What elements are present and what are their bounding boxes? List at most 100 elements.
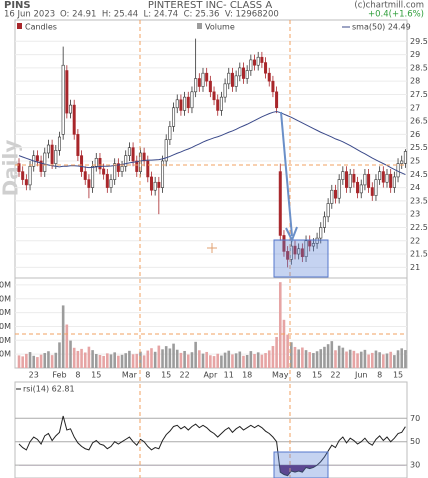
candle-body [105,173,109,188]
volume-bar [209,355,212,368]
volume-bar [238,351,242,368]
candle-body [94,158,98,167]
candle-body [389,173,393,188]
volume-bar [271,345,275,368]
y-tick-label: 22.5 [410,223,428,232]
candle-body [385,173,389,183]
candle-body [359,184,363,194]
y-tick-label: 25.5 [410,143,428,152]
candle-body [161,160,165,188]
candle-body [352,173,356,183]
volume-bar [146,350,150,368]
candle-body [109,179,113,188]
candle-body [260,56,264,63]
volume-bar [304,350,308,368]
legend-sma: sma(50) 24.49 [352,23,411,32]
ticker: PINS [4,0,31,11]
volume-bar [183,350,186,368]
volume-bar [352,350,356,368]
x-tick-label: 23 [29,371,39,380]
candle-body [341,171,345,180]
x-tick-label: 15 [161,371,171,380]
y-tick-label: 20M [0,336,11,345]
y-tick-label: 28.5 [410,63,428,72]
marks: 21 21.5 22 22.5 23 23.5 24 24.5 25 25.5 26 26.5 27 27… [0,37,428,477]
candle-body [120,165,124,172]
volume-bar [393,355,396,368]
volume-bar [36,357,39,368]
volume-bar [345,351,348,368]
y-tick-label: 27.5 [410,90,428,99]
volume-bar [374,350,378,368]
volume-bar [65,324,69,368]
candle-body [197,78,201,87]
candle-body [216,99,220,111]
volume-bar [242,355,245,368]
candle-body [98,158,102,170]
candle-body [234,75,238,87]
candle-body [69,104,73,114]
volume-bar [131,354,135,368]
candle-body [249,59,253,71]
volume-bar [282,319,286,368]
sma-line [18,110,406,175]
volume-bar [190,352,194,368]
volume-bar [205,351,208,368]
volume-bar [396,350,400,368]
candle-body [157,181,161,188]
volume-bar [220,355,223,368]
volume-bar [106,353,109,368]
y-tick-label: 24 [410,183,420,192]
y-tick-label: 30M [0,322,11,331]
volume-bar [312,353,315,368]
highlight-box [273,239,329,278]
volume-bar [348,349,352,368]
legend-volume: Volume [205,23,235,32]
volume-bar [201,353,205,368]
candle-body [43,152,47,172]
candle-body [311,243,315,247]
volume-bar [164,346,168,368]
candle-body [113,163,117,180]
volume-bar [323,346,326,368]
y-tick-label: 29.5 [410,37,428,46]
volume-bar [326,344,330,368]
period-label: Daily [0,140,23,197]
volume-bar [94,354,98,368]
candle-body [17,163,21,172]
candle-body [219,96,223,111]
volume-bar [330,341,334,368]
x-tick-label: 8 [296,371,301,380]
candle-body [227,72,231,85]
legend-rsi: rsi(14) 62.81 [23,385,75,394]
candle-body [286,251,290,260]
volume-bar [91,350,94,368]
candle-body [322,216,326,228]
candle-body [304,240,308,258]
candle-body [238,67,242,77]
y-tick-label: 23.5 [410,196,428,205]
volume-bar [256,352,260,368]
volume-bar [293,346,297,368]
volume-bar [359,351,363,368]
candle-body [190,91,194,109]
candle-body [201,72,205,87]
candle-body [271,80,275,93]
volume-bar [308,352,312,368]
candle-body [363,173,367,186]
volume-bar [356,353,359,368]
candle-body [356,181,360,194]
volume-bar [319,349,323,368]
chart-title: PINTEREST INC- CLASS A [148,0,272,11]
volume-bar [253,354,256,368]
volume-bar [117,355,120,368]
volume-bar [334,350,337,368]
y-tick-label: 50 [410,437,420,446]
candle-body [153,181,157,191]
y-tick-label: 26 [410,130,420,139]
volume-bar [278,282,282,368]
x-tick-label: 18 [242,371,252,380]
x-tick-label: 22 [330,371,340,380]
arrow-head [285,226,298,243]
